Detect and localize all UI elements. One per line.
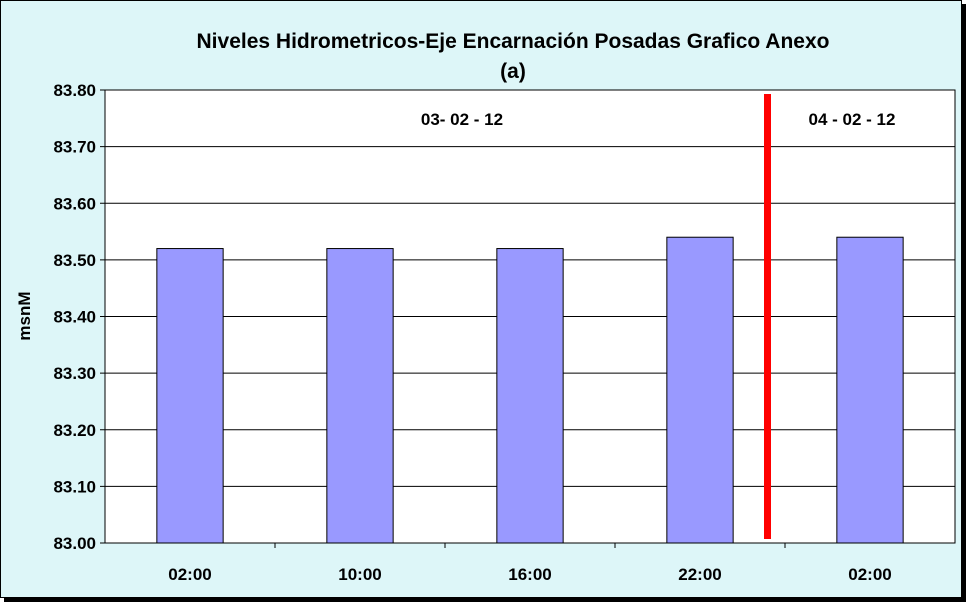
chart-title: Niveles Hidrometricos-Eje Encarnación Po… xyxy=(197,30,830,53)
x-axis-ticks: 02:00 10:00 16:00 22:00 02:00 xyxy=(168,543,892,584)
date-divider-line xyxy=(764,94,771,539)
y-tick-label: 83.60 xyxy=(53,194,96,213)
bar xyxy=(326,248,394,544)
x-tick-label: 16:00 xyxy=(508,565,551,584)
bars xyxy=(156,236,904,544)
x-tick-label: 10:00 xyxy=(338,565,381,584)
y-tick-label: 83.10 xyxy=(53,477,96,496)
bar xyxy=(836,236,904,544)
y-tick-label: 83.70 xyxy=(53,138,96,157)
x-tick-label: 22:00 xyxy=(678,565,721,584)
x-tick-label: 02:00 xyxy=(848,565,891,584)
chart-subtitle: (a) xyxy=(500,60,526,83)
y-tick-label: 83.30 xyxy=(53,364,96,383)
y-tick-label: 83.50 xyxy=(53,251,96,270)
y-tick-label: 83.00 xyxy=(53,534,96,553)
y-axis-label: msnM xyxy=(15,291,34,340)
y-tick-label: 83.20 xyxy=(53,421,96,440)
y-axis-ticks: 83.00 83.10 83.20 83.30 83.40 83.50 83.60 83.70… xyxy=(53,81,105,553)
y-tick-label: 83.40 xyxy=(53,308,96,327)
bar xyxy=(496,248,564,544)
x-tick-label: 02:00 xyxy=(168,565,211,584)
date-annotation-1: 03- 02 - 12 xyxy=(421,110,503,129)
date-annotation-2: 04 - 02 - 12 xyxy=(809,110,896,129)
bar xyxy=(156,248,224,544)
y-tick-label: 83.80 xyxy=(53,81,96,100)
bar xyxy=(666,236,734,544)
